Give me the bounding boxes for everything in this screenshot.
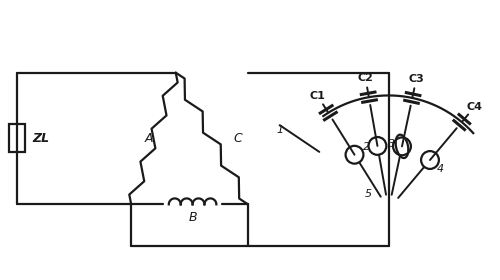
Text: 1: 1 — [276, 125, 283, 135]
Text: 3: 3 — [388, 139, 394, 148]
Text: C3: C3 — [408, 74, 424, 83]
Bar — [10, 124, 26, 152]
Text: 2: 2 — [362, 143, 370, 152]
Text: C1: C1 — [310, 91, 326, 101]
Text: C2: C2 — [358, 73, 374, 83]
Text: A: A — [145, 132, 154, 144]
Text: C: C — [234, 132, 242, 144]
Text: 4: 4 — [437, 164, 444, 174]
Text: B: B — [188, 211, 197, 224]
Text: C4: C4 — [466, 102, 482, 112]
Text: ZL: ZL — [32, 132, 50, 144]
Text: 5: 5 — [365, 190, 372, 199]
